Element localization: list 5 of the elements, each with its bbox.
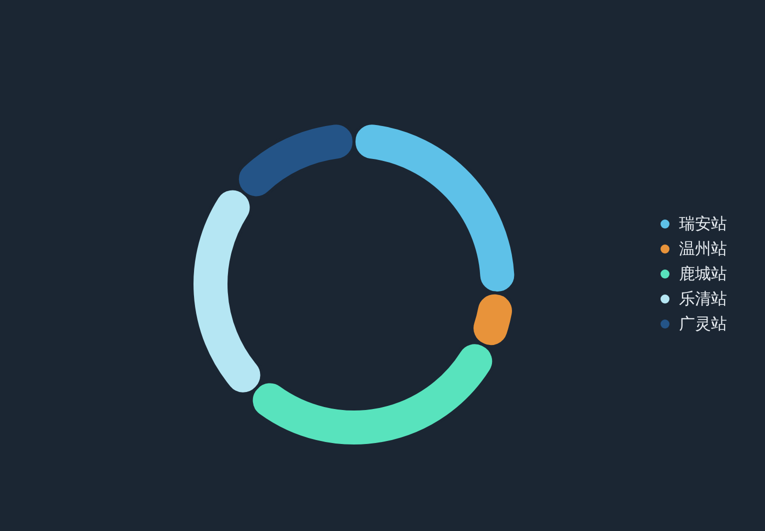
legend-label: 乐清站 xyxy=(679,289,727,308)
legend-label: 温州站 xyxy=(679,239,727,258)
legend-label: 瑞安站 xyxy=(679,214,727,233)
legend-label: 鹿城站 xyxy=(679,264,727,283)
legend-label: 广灵站 xyxy=(679,314,727,333)
